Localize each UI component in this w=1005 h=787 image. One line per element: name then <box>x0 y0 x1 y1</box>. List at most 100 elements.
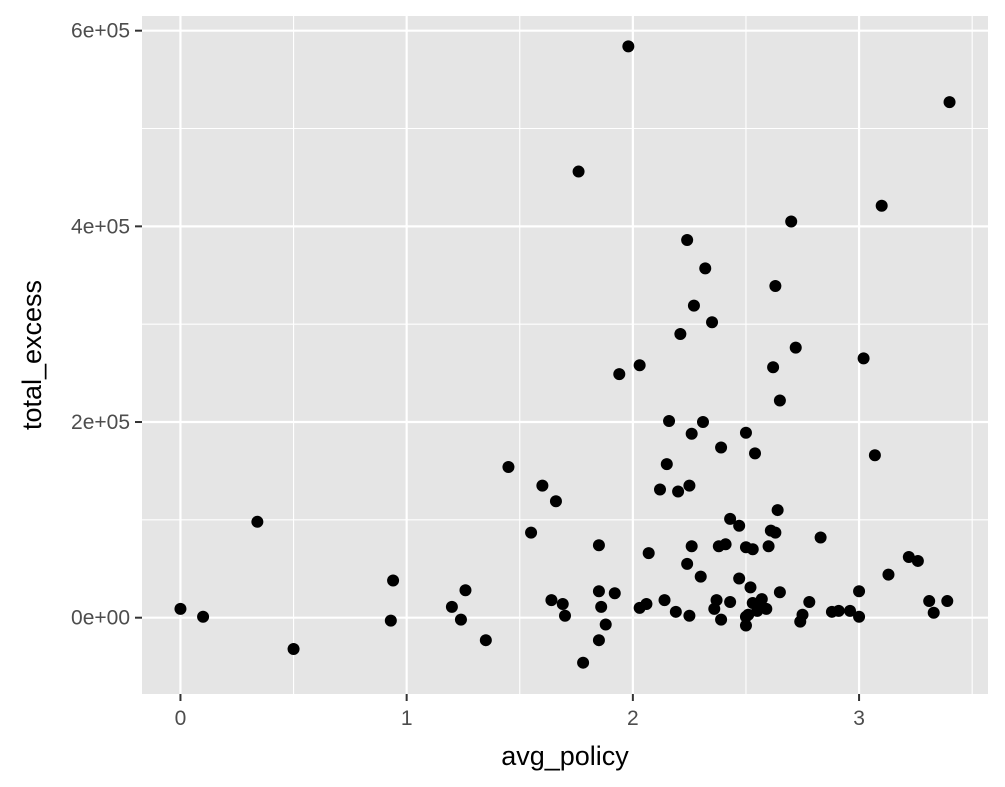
data-point <box>710 594 723 607</box>
data-point <box>572 165 585 178</box>
data-point <box>454 613 467 626</box>
data-point <box>875 199 888 212</box>
data-point <box>796 608 809 621</box>
data-point <box>525 526 538 539</box>
data-point <box>902 551 915 564</box>
x-tick-label: 2 <box>627 707 639 730</box>
data-point <box>384 614 397 627</box>
y-tick-label: 0e+00 <box>71 607 130 630</box>
data-point <box>459 584 472 597</box>
data-point <box>696 416 709 429</box>
data-point <box>769 526 782 539</box>
data-point <box>773 394 786 407</box>
data-point <box>715 441 728 454</box>
data-point <box>251 515 264 528</box>
data-point <box>592 634 605 647</box>
data-point <box>853 585 866 598</box>
data-point <box>832 604 845 617</box>
data-point <box>771 504 784 517</box>
data-point <box>844 604 857 617</box>
x-tick-label: 0 <box>175 707 187 730</box>
data-point <box>744 581 757 594</box>
data-point <box>882 568 895 581</box>
y-axis-title: total_excess <box>17 280 47 430</box>
data-point <box>767 361 780 374</box>
data-point <box>536 479 549 492</box>
data-point <box>694 570 707 583</box>
data-point <box>733 572 746 585</box>
data-point <box>669 605 682 618</box>
data-point <box>658 594 671 607</box>
data-point <box>941 595 954 608</box>
data-point <box>719 538 732 551</box>
data-point <box>681 557 694 570</box>
data-point <box>857 352 870 365</box>
data-point <box>773 586 786 599</box>
data-point <box>387 574 400 587</box>
data-point <box>445 600 458 613</box>
x-tick-label: 3 <box>853 707 865 730</box>
data-point <box>706 316 719 329</box>
data-point <box>769 280 782 293</box>
data-point <box>724 512 737 525</box>
data-point <box>559 609 571 622</box>
data-point <box>287 642 300 655</box>
data-point <box>739 426 752 439</box>
data-point <box>733 519 746 532</box>
data-point <box>789 341 802 354</box>
data-point <box>674 327 687 340</box>
data-point <box>545 594 558 607</box>
data-point <box>943 96 956 109</box>
data-point <box>549 495 562 508</box>
data-point <box>868 449 881 462</box>
data-point <box>613 368 626 381</box>
data-point <box>556 597 569 610</box>
data-point <box>672 485 685 498</box>
data-point <box>683 479 696 492</box>
data-point <box>724 596 737 609</box>
data-point <box>608 587 621 600</box>
x-tick-label: 1 <box>401 707 413 730</box>
data-point <box>479 634 492 647</box>
data-point <box>699 262 712 275</box>
y-tick-label: 6e+05 <box>71 20 130 43</box>
data-point <box>814 531 827 544</box>
data-points <box>174 40 956 669</box>
data-point <box>642 547 655 560</box>
data-point <box>595 600 608 613</box>
data-point <box>762 540 775 553</box>
data-point <box>755 593 768 606</box>
x-axis: 0 1 2 3 <box>175 694 865 730</box>
data-point <box>577 656 590 669</box>
data-point <box>911 554 924 567</box>
data-point <box>746 543 759 556</box>
data-point <box>927 606 940 619</box>
y-tick-label: 4e+05 <box>71 215 130 238</box>
data-point <box>715 613 728 626</box>
data-point <box>660 458 673 471</box>
data-point <box>742 608 755 621</box>
data-point <box>803 596 816 609</box>
data-point <box>502 461 515 474</box>
data-point <box>640 597 653 610</box>
data-point <box>685 540 698 553</box>
data-point <box>599 618 612 631</box>
data-point <box>739 619 752 632</box>
data-point <box>923 595 936 608</box>
data-point <box>683 609 696 622</box>
data-point <box>749 447 762 460</box>
data-point <box>681 234 694 247</box>
data-point <box>592 585 605 598</box>
minor-gridlines <box>142 16 988 694</box>
y-axis: 0e+00 2e+05 4e+05 6e+05 <box>71 20 142 630</box>
data-point <box>853 610 866 623</box>
data-point <box>654 483 667 496</box>
data-point <box>663 415 676 428</box>
data-point <box>197 610 210 623</box>
data-point <box>633 359 646 372</box>
data-point <box>685 427 698 440</box>
data-point <box>785 215 798 228</box>
data-point <box>622 40 635 53</box>
